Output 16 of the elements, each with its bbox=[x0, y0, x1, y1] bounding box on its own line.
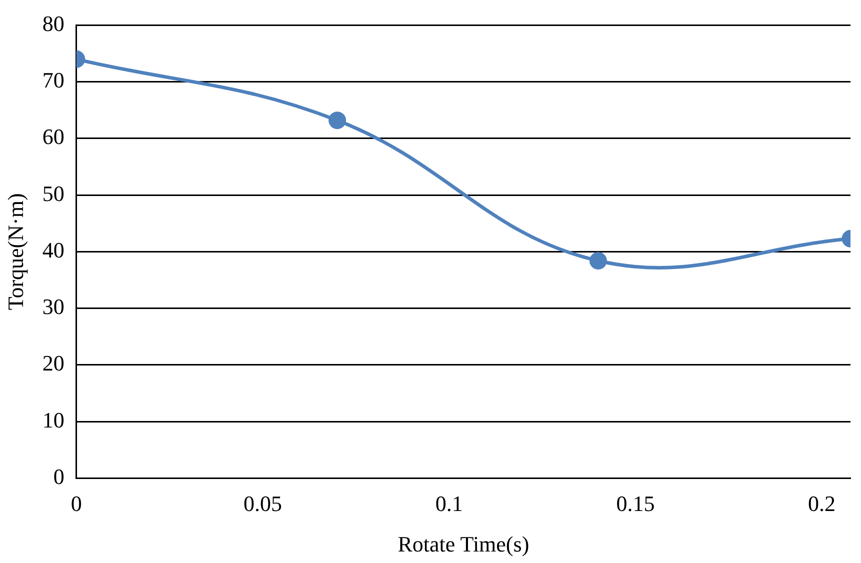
y-tick-label: 60 bbox=[42, 124, 64, 150]
y-tick-label: 40 bbox=[42, 237, 64, 262]
y-tick-label: 20 bbox=[42, 350, 64, 376]
y-tick-label: 30 bbox=[42, 294, 64, 320]
y-tick-label: 10 bbox=[42, 407, 64, 432]
x-tick-label: 0 bbox=[70, 491, 82, 516]
y-tick-label: 50 bbox=[42, 180, 64, 206]
y-tick-label: 80 bbox=[42, 10, 64, 36]
y-axis-title: Torque(N·m) bbox=[2, 193, 28, 310]
x-tick-label: 0.05 bbox=[244, 491, 282, 516]
y-tick-label: 70 bbox=[42, 68, 64, 93]
x-tick-label: 0.2 bbox=[808, 491, 836, 516]
x-tick-label: 0.15 bbox=[616, 491, 655, 516]
x-tick-label: 0.1 bbox=[435, 491, 463, 516]
x-axis-title: Rotate Time(s) bbox=[398, 532, 530, 557]
y-tick-label: 0 bbox=[53, 464, 64, 489]
